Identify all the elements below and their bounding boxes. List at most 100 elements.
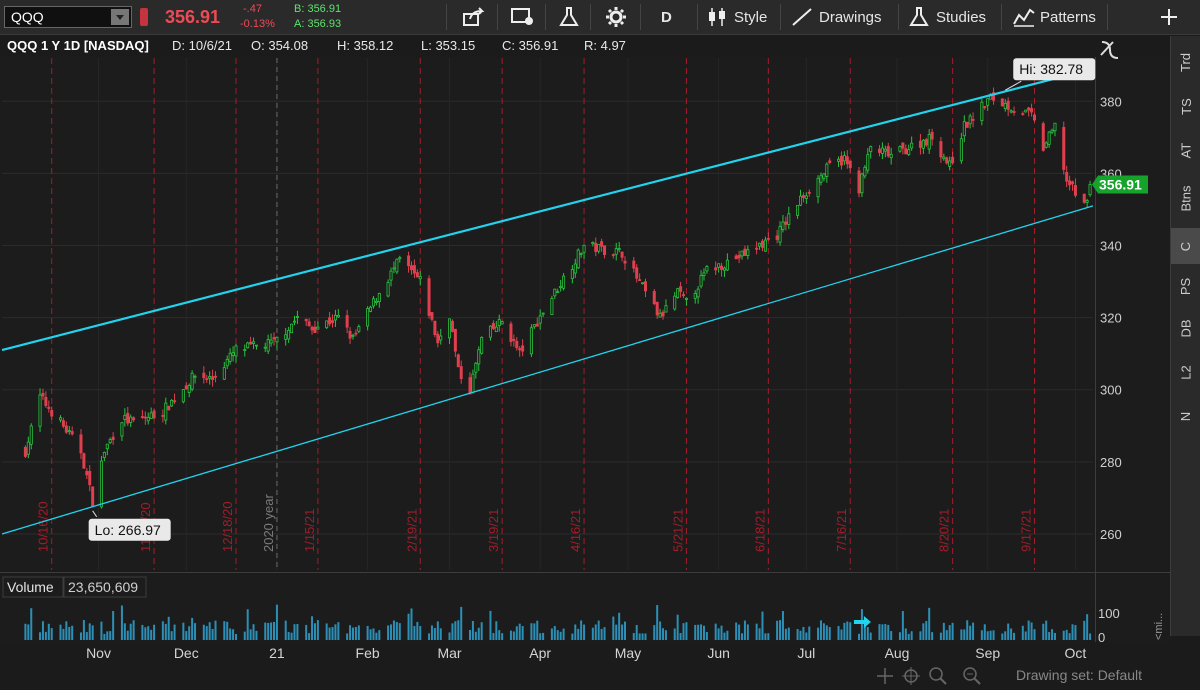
candle-body (345, 315, 349, 328)
expiration-label: 1/15/21 (302, 509, 317, 552)
candle-body (430, 312, 434, 320)
volume-bar (439, 628, 442, 640)
candle-body (29, 425, 33, 445)
volume-bar (779, 620, 782, 640)
volume-bar (624, 621, 627, 640)
volume-bar (653, 625, 656, 640)
volume-bar (805, 632, 808, 640)
candle-body (679, 286, 683, 292)
studies-menu[interactable]: Studies (936, 8, 987, 26)
net-change: -.47 (243, 3, 262, 15)
candle-body (632, 260, 636, 269)
flask-icon[interactable] (558, 6, 580, 28)
volume-bar (305, 624, 308, 640)
alert-icon[interactable] (140, 8, 148, 26)
candle-body (804, 195, 808, 199)
candle-body (983, 106, 987, 108)
volume-bar (700, 624, 703, 640)
aggregation-button[interactable]: D (661, 8, 672, 26)
candle-body (193, 375, 197, 378)
candle-body (781, 221, 785, 230)
volume-bar (776, 620, 779, 640)
side-tab-ts[interactable]: TS (1178, 97, 1194, 115)
patterns-icon[interactable] (1013, 7, 1035, 27)
candle-body (448, 318, 452, 339)
side-tab-btns[interactable]: Btns (1178, 184, 1194, 212)
candle-body (412, 265, 416, 274)
volume-bar (41, 621, 44, 640)
candle-body (491, 322, 495, 329)
volume-bar (726, 630, 729, 640)
patterns-menu[interactable]: Patterns (1040, 8, 1096, 26)
candle-body (488, 325, 492, 338)
drawings-menu[interactable]: Drawings (819, 8, 882, 26)
drawings-icon[interactable] (791, 7, 813, 27)
candle-body (939, 141, 943, 158)
volume-bar (960, 629, 963, 640)
share-icon[interactable] (462, 6, 486, 28)
volume-bar (354, 627, 357, 640)
candle-body (740, 250, 744, 257)
candle-body (901, 142, 905, 149)
drawing-set-label[interactable]: Drawing set: Default (1016, 667, 1143, 683)
side-tab-l2[interactable]: L2 (1178, 364, 1194, 380)
pan-icon[interactable] (876, 667, 894, 685)
studies-icon[interactable] (908, 6, 930, 28)
side-tab-ps[interactable]: PS (1178, 277, 1194, 295)
candle-body (433, 320, 437, 336)
candle-body (407, 255, 411, 267)
symbol-dropdown-icon[interactable] (111, 9, 129, 25)
candle-body (500, 321, 504, 325)
candle-body (497, 319, 501, 326)
volume-bar (246, 609, 249, 640)
candle-body (573, 263, 577, 274)
zoom-out-icon[interactable] (962, 666, 982, 686)
volume-bar (293, 624, 296, 640)
volume-bar (433, 627, 436, 640)
volume-bar (24, 623, 27, 640)
volume-bar (194, 623, 197, 640)
volume-bar (539, 633, 542, 640)
candle-body (211, 376, 215, 380)
side-tab-at[interactable]: AT (1178, 142, 1194, 158)
candle-style-icon[interactable] (707, 7, 729, 27)
side-tab-c[interactable]: C (1171, 228, 1200, 264)
info-range: R: 4.97 (584, 38, 626, 53)
candle-body (714, 267, 718, 271)
add-icon[interactable] (1160, 8, 1178, 26)
candle-body (477, 349, 481, 365)
candle-body (409, 265, 413, 271)
candle-body (676, 288, 680, 298)
crosshair-icon[interactable] (902, 667, 920, 685)
volume-bar (205, 626, 208, 640)
volume-bar (495, 621, 498, 640)
style-menu[interactable]: Style (734, 8, 768, 26)
volume-bar (123, 623, 126, 640)
volume-bar (676, 614, 679, 640)
chart-settings-icon[interactable] (510, 7, 536, 27)
volume-bar (1068, 633, 1071, 640)
info-high: H: 358.12 (337, 38, 394, 53)
side-tab-trd[interactable]: Trd (1178, 52, 1194, 72)
y-tick-label: 300 (1100, 383, 1122, 398)
side-tab-db[interactable]: DB (1178, 318, 1194, 338)
volume-label-box (2, 576, 64, 598)
volume-bar (664, 630, 667, 640)
candle-body (889, 153, 893, 159)
symbol-input[interactable]: QQQ (4, 6, 132, 28)
candle-body (734, 255, 738, 260)
volume-bar (714, 623, 717, 640)
volume-bar (30, 608, 33, 640)
volume-bar (621, 624, 624, 640)
volume-bar (226, 621, 229, 640)
volume-bar (1010, 628, 1013, 640)
candle-body (1000, 98, 1004, 107)
candle-body (23, 446, 27, 457)
candle-body (746, 249, 750, 256)
side-tab-n[interactable]: N (1178, 411, 1194, 421)
zoom-icon[interactable] (928, 666, 948, 686)
gear-icon[interactable] (605, 6, 627, 28)
candle-body (44, 396, 48, 406)
year-label: 2020 year (261, 494, 276, 552)
